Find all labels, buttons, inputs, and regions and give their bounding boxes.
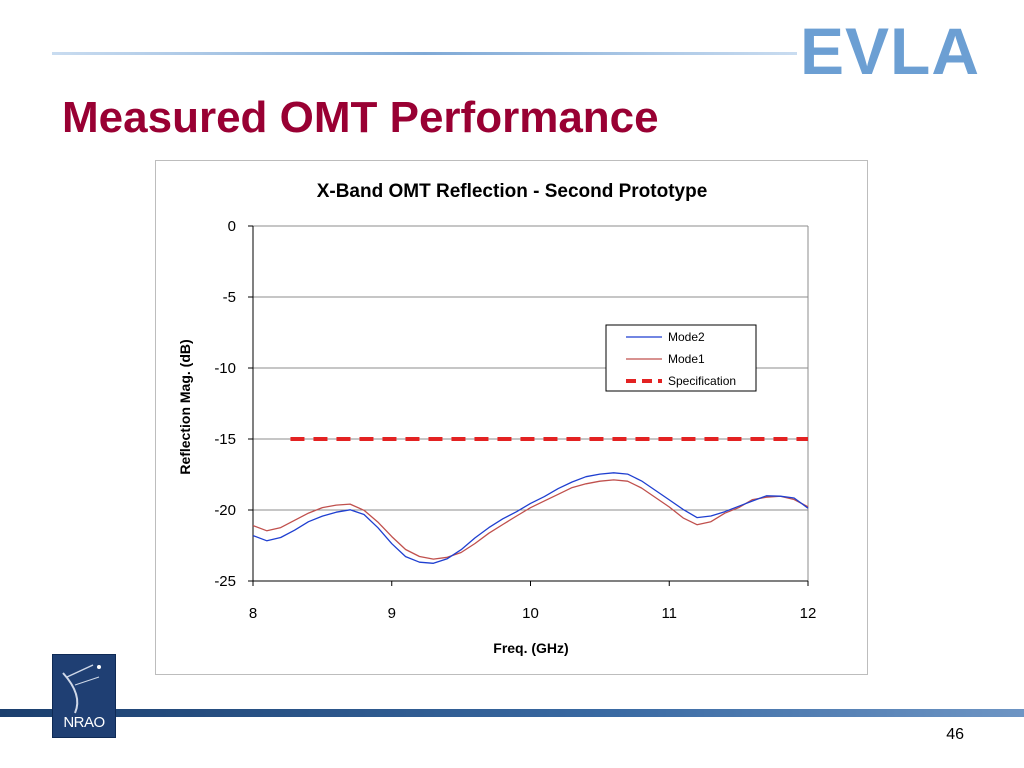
grid-lines xyxy=(253,225,809,582)
y-tick-label: -10 xyxy=(214,360,236,377)
footer-bar xyxy=(0,709,1024,717)
x-tick-label: 12 xyxy=(800,605,817,622)
x-tick-label: 9 xyxy=(388,605,396,622)
chart-title: X-Band OMT Reflection - Second Prototype xyxy=(317,181,708,202)
x-tick-label: 11 xyxy=(661,605,677,622)
x-tick-label: 10 xyxy=(522,605,539,622)
series-line-mode2 xyxy=(252,472,809,564)
y-axis-label: Reflection Mag. (dB) xyxy=(177,339,193,474)
evla-logo: EVLA xyxy=(800,14,981,88)
legend-label-specification: Specification xyxy=(668,374,736,388)
legend-label-mode2: Mode2 xyxy=(668,330,705,344)
slide-title: Measured OMT Performance xyxy=(62,93,659,142)
y-tick-label: -20 xyxy=(214,502,236,519)
x-axis-label: Freq. (GHz) xyxy=(493,640,568,656)
chart-svg: X-Band OMT Reflection - Second Prototype… xyxy=(177,181,816,656)
series-layer xyxy=(252,437,809,564)
y-tick-label: -5 xyxy=(223,289,236,306)
x-tick-label: 8 xyxy=(249,605,257,622)
axes: 0 -5 -10 -15 -20 -25 8 9 10 11 12 xyxy=(214,218,816,622)
y-tick-label: -25 xyxy=(214,573,236,590)
legend: Mode2 Mode1 Specification xyxy=(605,324,757,392)
legend-label-mode1: Mode1 xyxy=(668,352,705,366)
series-line-mode1 xyxy=(252,479,809,560)
page-number: 46 xyxy=(946,726,964,743)
y-tick-label: 0 xyxy=(228,218,236,235)
chart-container: X-Band OMT Reflection - Second Prototype… xyxy=(155,160,868,675)
header-rule xyxy=(52,52,797,55)
nrao-logo: NRAO xyxy=(52,654,116,738)
nrao-logo-text: NRAO xyxy=(63,714,105,731)
telescope-icon xyxy=(62,664,101,714)
y-tick-label: -15 xyxy=(214,431,236,448)
